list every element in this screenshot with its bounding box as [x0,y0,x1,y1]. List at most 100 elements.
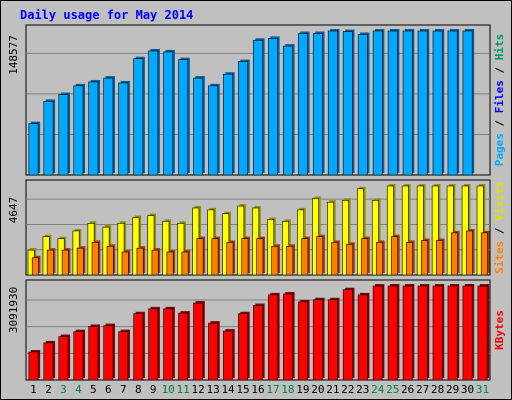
bar-hits-day-23 [357,34,368,176]
bar-kbytes-day-23 [357,294,368,381]
bar-hits-day-26 [402,30,413,176]
bar-sites-day-15 [241,238,249,276]
bar-kbytes-day-22 [342,289,353,381]
bar-hits-day-21 [327,30,338,176]
day-label: 27 [416,383,429,396]
panel-legend: Pages / Files / Hits [493,34,506,167]
bar-hits-day-5 [88,81,99,176]
bar-kbytes-day-20 [312,299,323,381]
bar-hits-day-6 [103,77,114,176]
day-label: 26 [401,383,414,396]
bar-sites-day-7 [121,251,129,276]
bar-visits-day-31 [476,185,484,276]
bar-visits-day-10 [162,221,170,276]
bar-sites-day-20 [316,236,324,276]
bar-kbytes-day-2 [43,342,54,381]
bar-kbytes-day-24 [372,285,383,381]
day-label: 10 [162,383,175,396]
bar-sites-day-6 [106,245,114,276]
bar-hits-day-12 [193,77,204,176]
bar-hits-day-17 [268,38,278,176]
legend-item: / [493,221,506,241]
bar-sites-day-29 [450,232,458,276]
day-label: 11 [177,383,190,396]
day-label: 17 [266,383,279,396]
day-label: 21 [326,383,339,396]
bar-kbytes-day-21 [327,299,338,381]
bar-sites-day-25 [391,236,399,276]
panel-legend: KBytes [493,310,506,350]
bar-kbytes-day-16 [253,305,263,381]
legend-item: Pages [493,133,506,166]
bar-visits-day-22 [342,200,349,276]
bar-sites-day-26 [406,242,413,276]
bar-sites-day-23 [361,238,369,276]
day-label: 2 [45,383,52,396]
bar-hits-day-14 [223,73,234,176]
bar-hits-day-3 [58,94,69,176]
day-label: 31 [476,383,489,396]
legend-item: Hits [493,34,506,61]
day-label: 4 [75,383,82,396]
bar-hits-day-9 [148,50,159,176]
panel-max-label: 148577 [7,35,20,75]
day-label: 1 [30,383,37,396]
legend-item: KBytes [493,310,506,350]
panel-hits: 148577 Pages / Files / Hits [7,24,506,176]
bar-hits-day-25 [387,30,398,176]
bar-sites-day-13 [211,238,219,276]
day-label: 5 [90,383,97,396]
day-label: 28 [431,383,444,396]
day-label: 18 [281,383,294,396]
day-label: 7 [120,383,127,396]
bar-kbytes-day-5 [88,326,99,381]
bar-kbytes-day-3 [58,336,69,381]
bar-sites-day-12 [196,238,204,276]
bar-kbytes-day-1 [28,351,39,381]
bar-hits-day-11 [178,59,189,176]
bar-kbytes-day-6 [103,325,114,381]
day-label: 24 [371,383,385,396]
day-label: 6 [105,383,112,396]
bar-sites-day-14 [226,242,234,276]
bar-visits-day-9 [147,215,155,276]
bar-sites-day-2 [46,249,54,276]
bar-kbytes-day-7 [118,331,129,381]
panel-max-label: 4647 [7,197,20,224]
bar-hits-day-8 [133,58,144,176]
bar-kbytes-day-30 [462,285,473,381]
bar-visits-day-26 [401,185,409,276]
bar-visits-day-27 [416,185,424,276]
bar-sites-day-27 [421,240,428,276]
bar-sites-day-10 [166,251,174,276]
bar-hits-day-2 [43,101,54,176]
bar-sites-day-28 [436,240,443,276]
day-label: 23 [356,383,369,396]
legend-item: / [493,60,506,80]
bar-sites-day-30 [465,230,473,276]
day-label: 20 [311,383,324,396]
panel-kbytes: 3091930 KBytes [7,279,506,381]
bar-hits-day-4 [73,85,84,176]
day-label: 12 [192,383,205,396]
day-label: 29 [446,383,459,396]
bar-kbytes-day-17 [268,294,278,381]
bar-sites-day-17 [271,245,279,276]
bar-kbytes-day-13 [208,322,219,381]
bar-kbytes-day-29 [447,285,458,381]
bar-kbytes-day-19 [297,301,308,381]
bar-hits-day-19 [297,33,308,176]
bar-kbytes-day-9 [148,308,159,381]
bar-sites-day-1 [31,257,39,276]
bar-sites-day-8 [136,247,144,276]
bar-kbytes-day-11 [178,312,189,381]
bar-hits-day-15 [238,61,248,176]
day-label: 30 [461,383,474,396]
bar-kbytes-day-28 [432,285,443,381]
bar-kbytes-day-14 [223,330,234,381]
bar-sites-day-5 [91,242,99,276]
bar-sites-day-9 [151,249,159,276]
bar-kbytes-day-26 [402,285,413,381]
day-label: 3 [60,383,67,396]
